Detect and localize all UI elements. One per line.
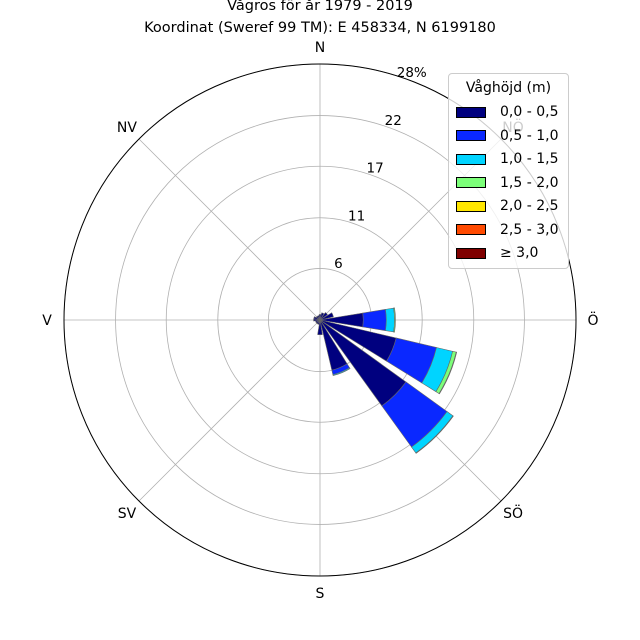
rose-bar-segment [315,319,321,325]
rose-bar-segment [385,307,395,333]
direction-label: Ö [587,311,598,329]
legend-item: 1,0 - 1,5 [456,151,558,167]
rose-bar-segment [319,312,328,321]
rose-bar-segment [315,315,321,321]
legend-label: 1,5 - 2,0 [500,174,559,191]
rose-bar-segment [317,315,321,321]
legend-swatch [456,130,486,141]
direction-label: SÖ [503,504,523,522]
rose-bar-segment [332,367,351,376]
rose-bar-segment [415,415,454,454]
rose-bar-segment [313,318,321,322]
rose-bar-segment [317,319,323,336]
legend-item: ≥ 3,0 [456,245,538,261]
legend-item: 2,0 - 2,5 [456,198,558,214]
rose-bar-segment [315,319,321,323]
polar-frame [63,63,577,577]
rose-bar-segment [362,309,387,331]
rose-bars [313,307,458,454]
legend-label: ≥ 3,0 [500,245,539,261]
direction-label: NV [117,120,137,136]
radial-tick-label: 6 [334,256,343,272]
legend-item: 0,5 - 1,0 [456,128,558,144]
rose-bar-segment [319,312,334,321]
legend-swatch [456,200,486,212]
legend-swatch [456,106,486,118]
legend-swatch [456,247,486,259]
legend-title: Våghöjd (m) [465,80,552,96]
legend-item: 0,0 - 0,5 [456,104,558,120]
chart-title: Vågros för år 1979 - 2019 [227,0,413,14]
direction-label: N [315,40,325,56]
legend-swatch [456,177,486,188]
legend-item: 2,5 - 3,0 [456,222,558,238]
radial-tick-label: 22 [385,113,402,129]
legend-label: 2,5 - 3,0 [500,221,559,238]
legend-swatch [456,224,486,235]
grid-spoke [138,319,321,502]
chart-subtitle: Koordinat (Sweref 99 TM): E 458334, N 61… [144,20,496,36]
direction-label: S [316,586,325,602]
rose-bar-segment [318,314,322,321]
legend-label: 0,5 - 1,0 [500,127,559,144]
rose-bar-segment [438,351,458,395]
legend-label: 1,0 - 1,5 [500,151,559,167]
direction-label: V [42,313,52,329]
grid-spoke [138,138,321,321]
radial-tick-label: 28% [397,65,427,81]
radial-tick-label: 17 [367,160,384,176]
radial-tick-label: 11 [348,209,365,225]
rose-bar-segment [393,307,396,333]
direction-label: SV [118,506,137,522]
legend-label: 2,0 - 2,5 [500,198,559,214]
legend-label: 0,0 - 0,5 [500,104,559,120]
legend: Våghöjd (m) 0,0 - 0,5 0,5 - 1,0 1,0 - 1,5 1… [448,73,569,269]
legend-item: 1,5 - 2,0 [456,175,558,191]
legend-swatch [456,153,486,165]
